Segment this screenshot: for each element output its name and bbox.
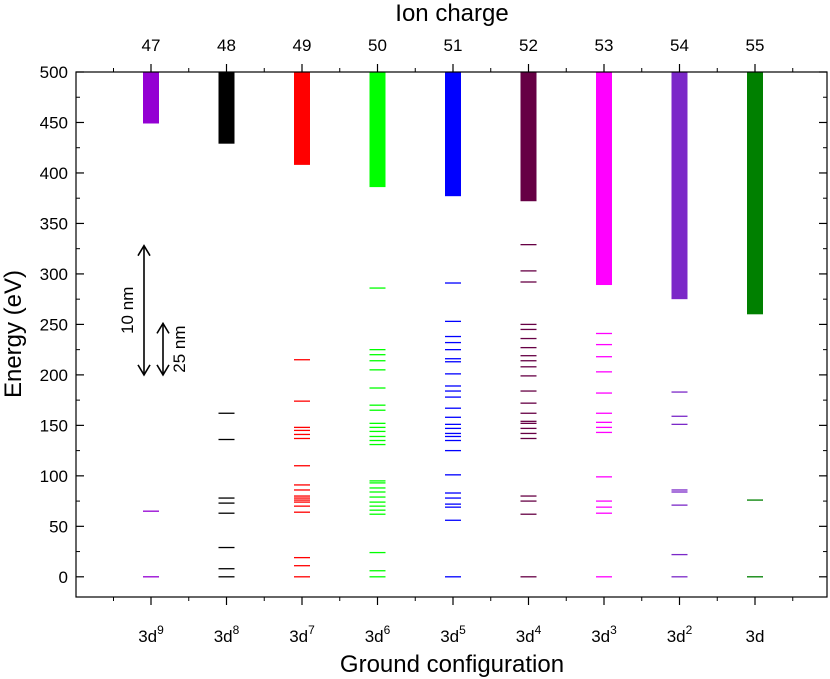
ground-config-label: 3d5: [440, 623, 466, 646]
ground-config-base: 3d: [516, 627, 535, 646]
energy-levels: [143, 243, 763, 578]
annotation-label: 25 nm: [170, 326, 189, 373]
ground-config-superscript: 7: [308, 623, 315, 637]
ion-charge-label: 49: [293, 36, 312, 55]
x-axis-title: Ground configuration: [340, 651, 564, 678]
wavelength-annotations: 10 nm 25 nm: [118, 244, 189, 377]
ion-charge-label: 48: [217, 36, 236, 55]
y-tick-label: 400: [40, 164, 68, 183]
ground-config-base: 3d: [667, 627, 686, 646]
top-axis-title: Ion charge: [395, 0, 508, 27]
continuum-bar: [747, 72, 763, 315]
continuum-bars: [143, 72, 763, 315]
ion-charge-label: 52: [519, 36, 538, 55]
ground-config-label: 3d8: [214, 623, 240, 646]
y-axis-title: Energy (eV): [0, 270, 27, 398]
ground-config-base: 3d: [746, 627, 765, 646]
ground-config-base: 3d: [289, 627, 308, 646]
ground-config-superscript: 9: [157, 623, 164, 637]
annotation-arrow-head-up: [137, 244, 151, 257]
ground-config-base: 3d: [591, 627, 610, 646]
ground-config-label: 3d: [746, 627, 765, 646]
annotation-arrow-head-up: [156, 321, 170, 334]
ground-config-superscript: 5: [459, 623, 466, 637]
ion-charge-label: 50: [368, 36, 387, 55]
y-tick-label: 300: [40, 265, 68, 284]
ground-config-label: 3d2: [667, 623, 693, 646]
continuum-bar: [520, 72, 537, 202]
y-tick-label: 200: [40, 366, 68, 385]
ground-config-label: 3d9: [138, 623, 164, 646]
ground-config-base: 3d: [138, 627, 157, 646]
y-tick-label: 150: [40, 416, 68, 435]
ground-config-superscript: 4: [535, 623, 542, 637]
y-tick-label: 250: [40, 315, 68, 334]
ground-config-label: 3d4: [516, 623, 542, 646]
y-tick-label: 500: [40, 63, 68, 82]
ground-config-superscript: 3: [610, 623, 617, 637]
ground-config-label: 3d7: [289, 623, 315, 646]
annotation-label: 10 nm: [118, 287, 137, 334]
continuum-bar: [143, 72, 159, 124]
y-tick-label: 50: [49, 517, 68, 536]
y-tick-label: 450: [40, 113, 68, 132]
ground-config-base: 3d: [214, 627, 233, 646]
ground-config-base: 3d: [440, 627, 459, 646]
y-axis: 0 50 100 150 200 250 300 350 400 450 500: [40, 63, 827, 587]
y-tick-label: 350: [40, 214, 68, 233]
ion-charge-label: 54: [670, 36, 689, 55]
x-axis: 473d9483d8493d7503d6513d5523d4533d3543d2…: [113, 36, 794, 646]
continuum-bar: [294, 72, 310, 165]
ground-config-superscript: 8: [233, 623, 240, 637]
y-tick-label: 0: [59, 568, 68, 587]
ground-config-label: 3d3: [591, 623, 617, 646]
plot-frame: [75, 71, 828, 598]
y-tick-label: 100: [40, 467, 68, 486]
ground-config-label: 3d6: [365, 623, 391, 646]
ion-charge-label: 53: [595, 36, 614, 55]
ion-charge-label: 51: [444, 36, 463, 55]
continuum-bar: [671, 72, 688, 300]
continuum-bar: [218, 72, 235, 144]
ion-charge-label: 55: [746, 36, 765, 55]
ground-config-superscript: 6: [384, 623, 391, 637]
continuum-bar: [369, 72, 386, 188]
continuum-bar: [596, 72, 612, 286]
ground-config-superscript: 2: [686, 623, 693, 637]
continuum-bar: [445, 72, 461, 197]
annotation-arrow-head-down: [156, 364, 170, 377]
ion-charge-label: 47: [142, 36, 161, 55]
ground-config-base: 3d: [365, 627, 384, 646]
annotation-arrow-head-down: [137, 364, 151, 377]
